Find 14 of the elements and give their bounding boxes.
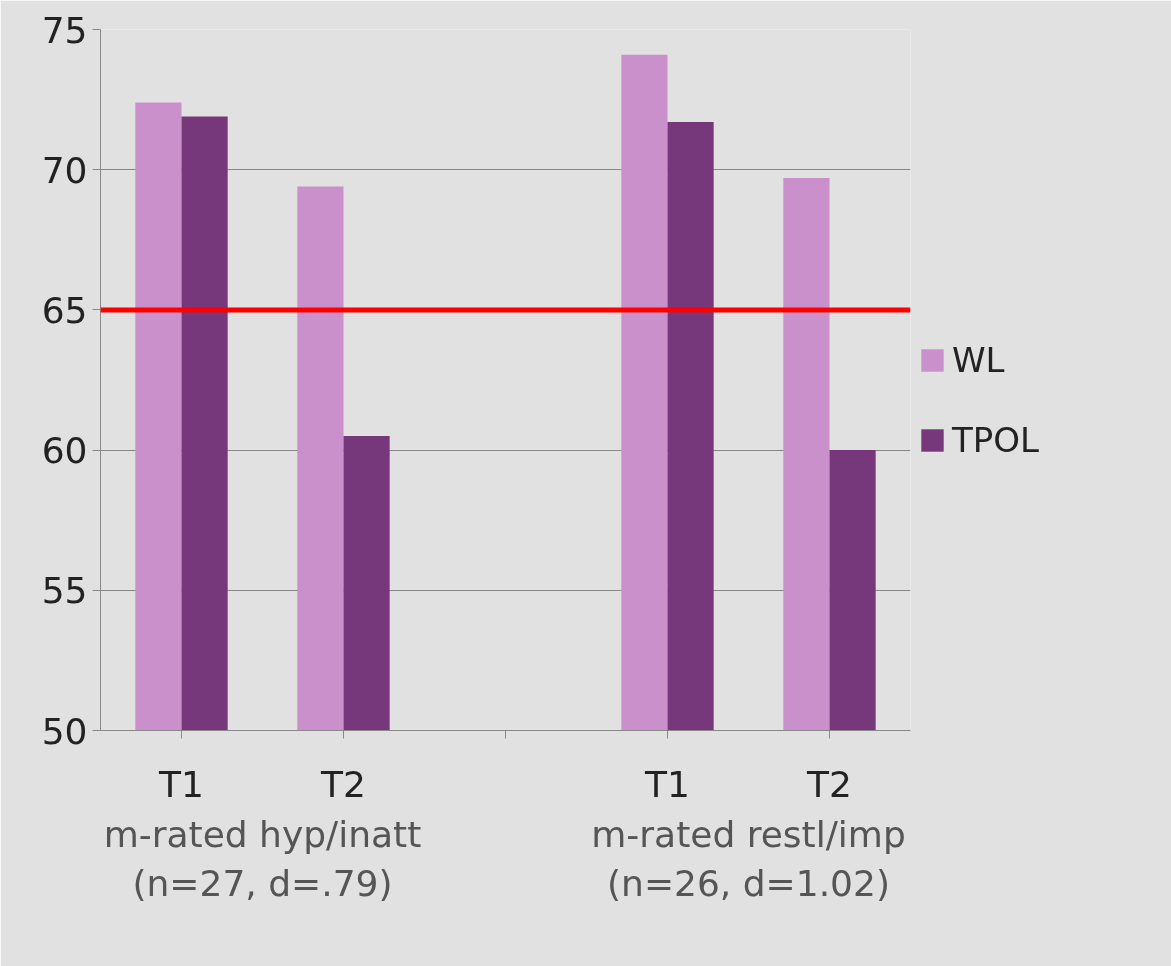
x-tick-label: T1: [644, 763, 690, 805]
y-tick-label: 55: [41, 570, 88, 612]
x-tick-label: T1: [158, 763, 204, 805]
x-tick-label: T2: [806, 763, 852, 805]
y-tick-label: 60: [41, 430, 88, 472]
legend-label: TPOL: [952, 420, 1039, 460]
y-tick-label: 50: [41, 710, 88, 752]
y-tick-label: 75: [41, 9, 88, 51]
y-tick-label: 70: [41, 149, 88, 191]
x-tick-label: T2: [320, 763, 366, 805]
y-tick-label: 65: [41, 289, 88, 331]
text: m-rated restl/imp (n=26, d=1.02): [591, 813, 906, 904]
text: m-rated hyp/inatt (n=27, d=.79): [103, 813, 422, 904]
legend-label: WL: [952, 340, 1005, 380]
